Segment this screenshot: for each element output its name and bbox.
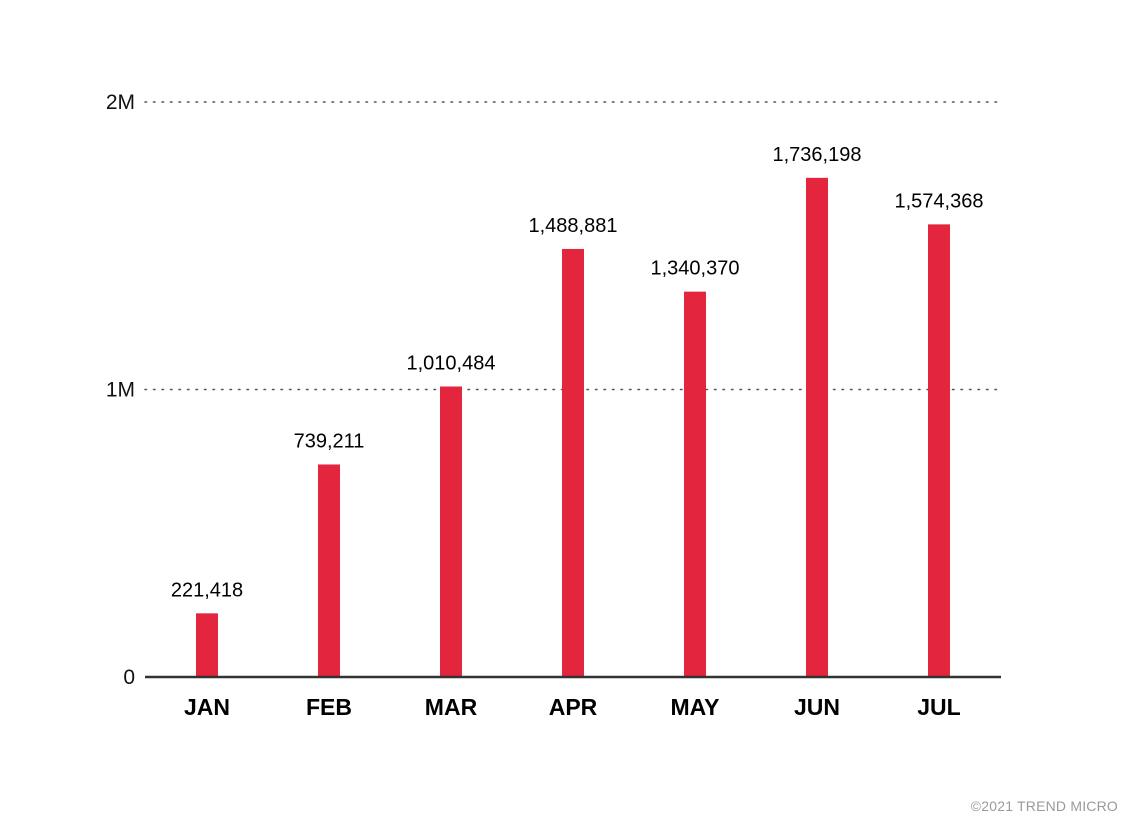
- x-tick-label-jun: JUN: [794, 694, 840, 720]
- bar-mar: [440, 386, 462, 677]
- data-label-may: 1,340,370: [651, 258, 740, 280]
- bar-jul: [928, 224, 950, 677]
- y-tick-label: 2M: [106, 91, 135, 114]
- data-label-apr: 1,488,881: [529, 215, 618, 237]
- data-label-jan: 221,418: [171, 579, 243, 601]
- x-tick-label-feb: FEB: [306, 694, 352, 720]
- y-tick-label: 1M: [106, 379, 135, 402]
- data-label-mar: 1,010,484: [407, 352, 496, 374]
- data-label-jul: 1,574,368: [895, 190, 984, 212]
- bar-layer: [196, 177, 950, 677]
- bar-apr: [562, 248, 584, 677]
- x-tick-label-jan: JAN: [184, 694, 230, 720]
- x-tick-label-apr: APR: [549, 694, 598, 720]
- copyright-credit: ©2021 TREND MICRO: [970, 798, 1118, 814]
- label-layer: 0 1M 2M 221,418 JAN 739,211 FEB 1,010,484 MAR 1,4…: [106, 91, 984, 720]
- bar-feb: [318, 464, 340, 677]
- x-tick-label-jul: JUL: [917, 694, 960, 720]
- bar-jan: [196, 613, 218, 677]
- x-tick-label-may: MAY: [671, 694, 720, 720]
- bar-jun: [806, 177, 828, 677]
- y-tick-label: 0: [123, 666, 135, 689]
- grid-layer: [144, 101, 1002, 391]
- x-tick-label-mar: MAR: [425, 694, 478, 720]
- bar-may: [684, 291, 706, 677]
- data-label-jun: 1,736,198: [773, 144, 862, 166]
- data-label-feb: 739,211: [294, 430, 365, 452]
